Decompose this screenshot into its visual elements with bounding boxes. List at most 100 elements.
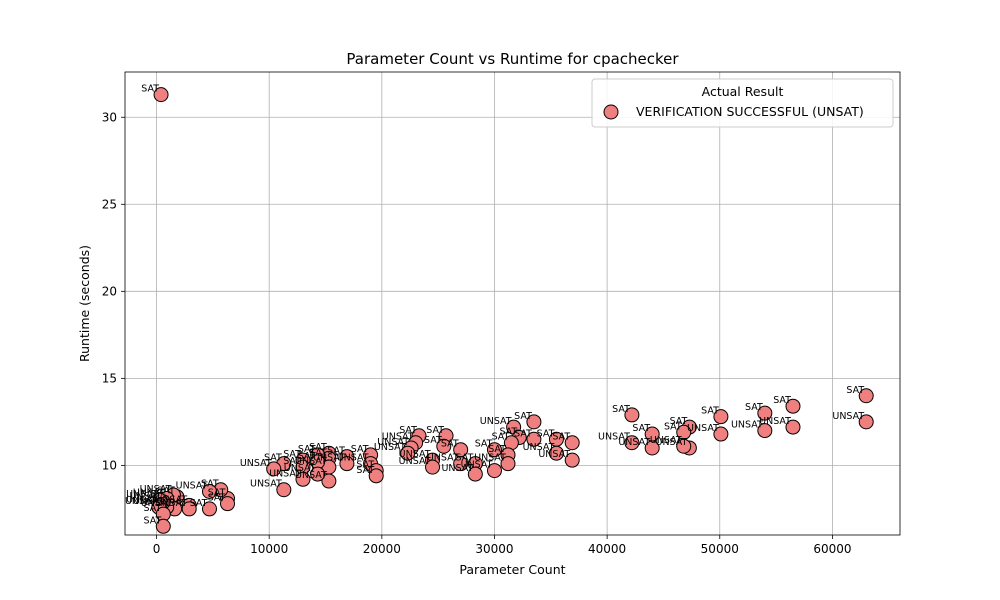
- point-label: SAT: [701, 406, 719, 417]
- point-label: SAT: [552, 432, 570, 443]
- point-label: UNSAT: [399, 456, 431, 467]
- point-label: SAT: [670, 416, 688, 427]
- x-axis-label: Parameter Count: [459, 562, 565, 577]
- scatter-point: [486, 442, 502, 458]
- point-label: SAT: [144, 503, 162, 514]
- point-label: SAT: [351, 444, 369, 455]
- point-label: SAT: [488, 444, 506, 455]
- scatter-point: [453, 456, 469, 472]
- y-tick-label: 25: [102, 197, 117, 211]
- scatter-point: [486, 463, 502, 479]
- scatter-point: [400, 445, 416, 461]
- scatter-point: [155, 518, 171, 534]
- y-tick-label: 15: [102, 371, 117, 385]
- point-label: SAT: [356, 465, 374, 476]
- scatter-point: [321, 473, 337, 489]
- scatter-point: [339, 456, 355, 472]
- scatter-point: [757, 405, 773, 421]
- scatter-point: [713, 409, 729, 425]
- point-label: UNSAT: [399, 449, 431, 460]
- point-label: SAT: [632, 423, 650, 434]
- point-label: UNSAT: [176, 480, 208, 491]
- x-tick-label: 0: [153, 542, 161, 556]
- point-label: UNSAT: [337, 453, 369, 464]
- scatter-point: [757, 423, 773, 439]
- point-label: UNSAT: [125, 496, 157, 507]
- point-label: SAT: [144, 515, 162, 526]
- point-label: SAT: [537, 428, 555, 439]
- point-label: UNSAT: [377, 437, 409, 448]
- point-label: SAT: [664, 421, 682, 432]
- plot-frame: [124, 71, 901, 536]
- scatter-point: [310, 466, 326, 482]
- scatter-point: [858, 388, 874, 404]
- point-label: SAT: [141, 84, 159, 95]
- point-label: UNSAT: [523, 442, 555, 453]
- y-tick-label: 20: [102, 284, 117, 298]
- scatter-point: [467, 466, 483, 482]
- point-label: UNSAT: [295, 470, 327, 481]
- point-label: UNSAT: [538, 449, 570, 460]
- legend-entry-label: VERIFICATION SUCCESSFUL (UNSAT): [636, 104, 864, 119]
- point-label: UNSAT: [126, 494, 158, 505]
- point-label: UNSAT: [461, 460, 493, 471]
- scatter-point: [785, 398, 801, 414]
- scatter-point: [276, 482, 292, 498]
- scatter-point: [676, 438, 692, 454]
- scatter-point: [548, 445, 564, 461]
- grid-layer: [125, 72, 900, 535]
- point-label: SAT: [190, 498, 208, 509]
- point-label: SAT: [309, 447, 327, 458]
- scatter-point: [644, 440, 660, 456]
- point-label: SAT: [456, 453, 474, 464]
- legend-box: [591, 78, 894, 128]
- point-label: UNSAT: [759, 416, 791, 427]
- point-label: UNSAT: [832, 411, 864, 422]
- scatter-point: [425, 459, 441, 475]
- point-label: SAT: [399, 425, 417, 436]
- point-label: UNSAT: [618, 437, 650, 448]
- scatter-point: [295, 471, 311, 487]
- y-tick-label: 30: [102, 110, 117, 124]
- x-tick-label: 30000: [475, 542, 513, 556]
- point-label: SAT: [298, 444, 316, 455]
- scatter-point: [201, 483, 217, 499]
- y-tick-label: 10: [102, 458, 117, 472]
- point-label: UNSAT: [731, 420, 763, 431]
- scatter-point: [220, 496, 236, 512]
- scatter-point: [201, 501, 217, 517]
- x-tick-label: 10000: [250, 542, 288, 556]
- point-label: UNSAT: [140, 484, 172, 495]
- point-label: SAT: [201, 479, 219, 490]
- point-labels-layer: SATSATUNSATSATUNSATSATUNSATSATUNSATSATSA…: [125, 84, 864, 527]
- point-label: SAT: [264, 453, 282, 464]
- point-label: SAT: [475, 439, 493, 450]
- point-label: UNSAT: [656, 437, 688, 448]
- point-label: SAT: [745, 402, 763, 413]
- point-label: SAT: [514, 428, 532, 439]
- point-label: UNSAT: [374, 442, 406, 453]
- point-label: UNSAT: [250, 479, 282, 490]
- point-label: UNSAT: [313, 453, 345, 464]
- ticks-layer: 0 10000 20000 30000 40000 50000 60000 10 15 20 25 3…: [102, 110, 852, 556]
- point-label: SAT: [309, 442, 327, 453]
- point-label: SAT: [157, 486, 175, 497]
- point-label: SAT: [327, 446, 345, 457]
- point-label: SAT: [426, 425, 444, 436]
- point-label: UNSAT: [441, 463, 473, 474]
- chart-title: Parameter Count vs Runtime for cpachecke…: [346, 50, 679, 68]
- point-label: UNSAT: [133, 487, 165, 498]
- point-label: SAT: [492, 432, 510, 443]
- point-label: SAT: [424, 435, 442, 446]
- point-label: UNSAT: [427, 453, 459, 464]
- point-label: SAT: [612, 404, 630, 415]
- point-label: UNSAT: [474, 453, 506, 464]
- point-label: SAT: [773, 395, 791, 406]
- point-label: UNSAT: [155, 494, 187, 505]
- scatter-point: [368, 468, 384, 484]
- legend-marker: [603, 104, 619, 120]
- point-label: SAT: [514, 411, 532, 422]
- scatter-point: [713, 426, 729, 442]
